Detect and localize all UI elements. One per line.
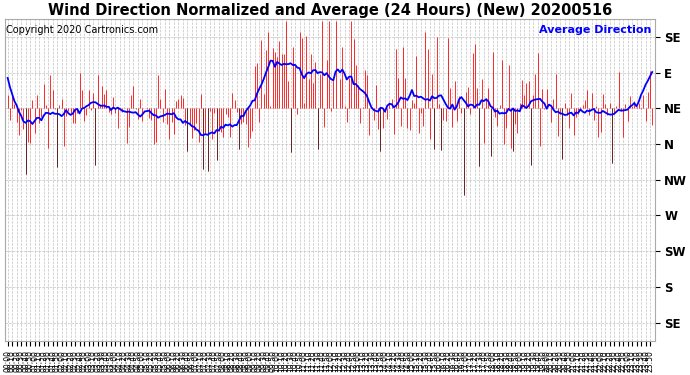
Title: Wind Direction Normalized and Average (24 Hours) (New) 20200516: Wind Direction Normalized and Average (2… [48, 3, 612, 18]
Text: Copyright 2020 Cartronics.com: Copyright 2020 Cartronics.com [6, 26, 158, 35]
Text: Average Direction: Average Direction [539, 26, 651, 35]
